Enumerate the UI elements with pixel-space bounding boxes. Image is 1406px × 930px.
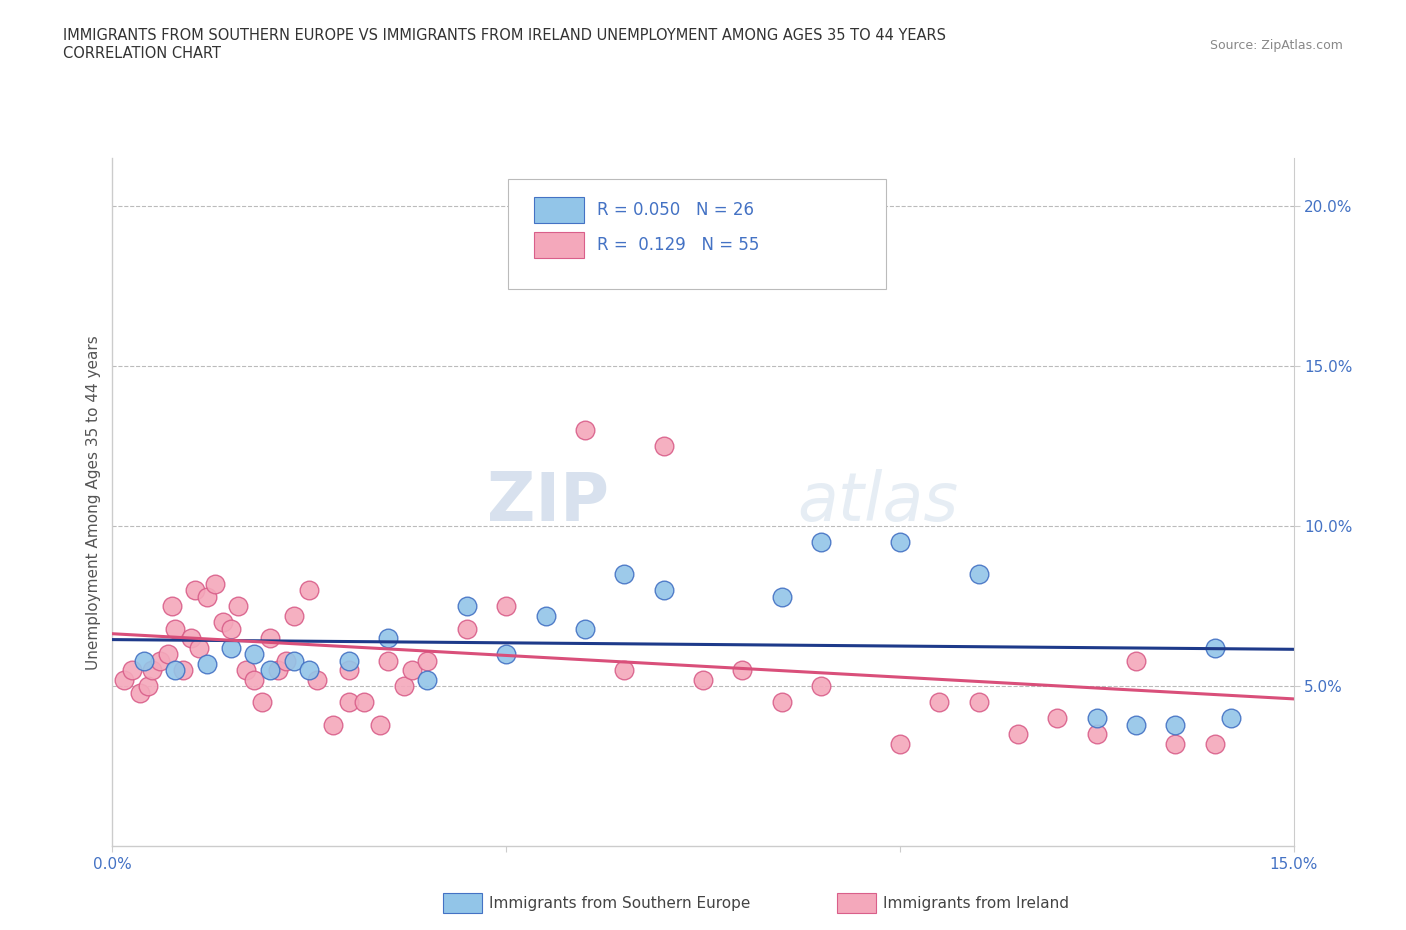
FancyBboxPatch shape xyxy=(508,179,886,289)
Point xyxy=(219,621,242,636)
Point xyxy=(416,672,439,687)
Point xyxy=(219,641,242,656)
Point xyxy=(165,621,187,636)
Point xyxy=(495,646,517,661)
Text: IMMIGRANTS FROM SOUTHERN EUROPE VS IMMIGRANTS FROM IRELAND UNEMPLOYMENT AMONG AG: IMMIGRANTS FROM SOUTHERN EUROPE VS IMMIG… xyxy=(63,28,946,43)
Point xyxy=(456,599,478,614)
Point xyxy=(889,535,911,550)
Point xyxy=(1204,737,1226,751)
Point xyxy=(810,535,832,550)
Text: Immigrants from Ireland: Immigrants from Ireland xyxy=(883,896,1069,910)
Point xyxy=(967,695,990,710)
Point xyxy=(1204,641,1226,656)
Point xyxy=(1085,711,1108,725)
Point xyxy=(495,599,517,614)
Point xyxy=(112,672,135,687)
Point xyxy=(1125,653,1147,668)
Point xyxy=(283,653,305,668)
Point xyxy=(1164,737,1187,751)
Point xyxy=(652,583,675,598)
Point xyxy=(283,608,305,623)
Point xyxy=(1164,717,1187,732)
Point xyxy=(337,663,360,678)
Point xyxy=(188,641,211,656)
Point xyxy=(401,663,423,678)
Point xyxy=(534,246,557,261)
Point xyxy=(243,646,266,661)
Point xyxy=(377,631,399,645)
Point xyxy=(1007,727,1029,742)
Point xyxy=(613,566,636,581)
FancyBboxPatch shape xyxy=(534,197,583,223)
Point xyxy=(810,679,832,694)
Point xyxy=(180,631,202,645)
Text: Source: ZipAtlas.com: Source: ZipAtlas.com xyxy=(1209,39,1343,52)
Point xyxy=(243,672,266,687)
Point xyxy=(259,631,281,645)
Point xyxy=(1085,727,1108,742)
Point xyxy=(337,695,360,710)
Point xyxy=(136,679,159,694)
Point xyxy=(298,663,321,678)
Point xyxy=(889,737,911,751)
Point xyxy=(1046,711,1069,725)
Point xyxy=(298,583,321,598)
Point xyxy=(770,590,793,604)
Point xyxy=(574,423,596,438)
Text: Immigrants from Southern Europe: Immigrants from Southern Europe xyxy=(489,896,751,910)
Text: R =  0.129   N = 55: R = 0.129 N = 55 xyxy=(596,236,759,254)
Point xyxy=(259,663,281,678)
Point xyxy=(1125,717,1147,732)
Point xyxy=(692,672,714,687)
Point xyxy=(129,685,152,700)
Point xyxy=(928,695,950,710)
Point xyxy=(534,608,557,623)
Y-axis label: Unemployment Among Ages 35 to 44 years: Unemployment Among Ages 35 to 44 years xyxy=(86,335,101,670)
Point xyxy=(172,663,194,678)
Point xyxy=(770,695,793,710)
Point xyxy=(274,653,297,668)
Point xyxy=(165,663,187,678)
Point xyxy=(307,672,329,687)
Point xyxy=(195,590,218,604)
Point xyxy=(613,663,636,678)
Point xyxy=(160,599,183,614)
Point xyxy=(1219,711,1241,725)
Point xyxy=(211,615,233,630)
Point xyxy=(156,646,179,661)
Point xyxy=(267,663,290,678)
Point xyxy=(967,566,990,581)
Point xyxy=(195,657,218,671)
Point xyxy=(184,583,207,598)
Point xyxy=(353,695,375,710)
Point xyxy=(731,663,754,678)
Point xyxy=(132,653,155,668)
FancyBboxPatch shape xyxy=(534,232,583,258)
Point xyxy=(392,679,415,694)
Point xyxy=(416,653,439,668)
Point xyxy=(368,717,391,732)
Text: R = 0.050   N = 26: R = 0.050 N = 26 xyxy=(596,202,754,219)
Point xyxy=(574,621,596,636)
Point xyxy=(250,695,273,710)
Text: CORRELATION CHART: CORRELATION CHART xyxy=(63,46,221,61)
Point xyxy=(322,717,344,732)
Point xyxy=(141,663,163,678)
Point xyxy=(149,653,172,668)
Text: atlas: atlas xyxy=(797,470,959,535)
Point xyxy=(456,621,478,636)
Text: ZIP: ZIP xyxy=(486,470,609,535)
Point xyxy=(337,653,360,668)
Point xyxy=(652,439,675,454)
Point xyxy=(204,577,226,591)
Point xyxy=(121,663,143,678)
Point xyxy=(235,663,257,678)
Point xyxy=(377,653,399,668)
Point xyxy=(228,599,250,614)
